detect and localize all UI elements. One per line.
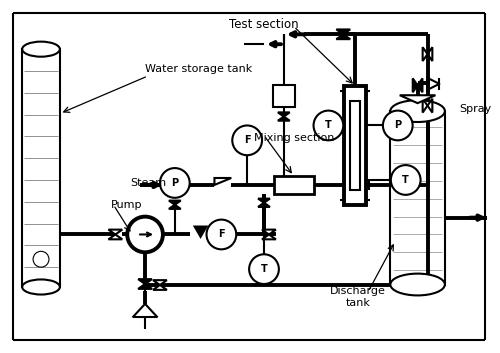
Text: T: T — [260, 264, 268, 274]
Polygon shape — [169, 201, 181, 205]
Polygon shape — [194, 227, 206, 237]
Polygon shape — [169, 205, 181, 209]
Polygon shape — [138, 284, 152, 289]
Polygon shape — [278, 112, 290, 116]
Circle shape — [249, 254, 279, 284]
Polygon shape — [258, 203, 270, 207]
Text: F: F — [244, 135, 250, 145]
Polygon shape — [173, 180, 186, 185]
Polygon shape — [153, 285, 167, 290]
Ellipse shape — [390, 274, 445, 295]
Bar — [350, 101, 360, 190]
Text: Spray: Spray — [459, 104, 492, 114]
Polygon shape — [173, 185, 186, 190]
Ellipse shape — [390, 100, 445, 122]
Polygon shape — [108, 234, 122, 239]
Text: Test section: Test section — [229, 18, 299, 31]
Text: Steam: Steam — [130, 178, 166, 188]
Polygon shape — [108, 229, 122, 234]
Polygon shape — [258, 199, 270, 203]
Polygon shape — [262, 229, 276, 234]
Bar — [273, 85, 294, 107]
Polygon shape — [138, 279, 152, 284]
Bar — [344, 86, 366, 205]
Bar — [22, 49, 60, 287]
Text: F: F — [218, 229, 224, 239]
Circle shape — [127, 217, 163, 252]
Polygon shape — [336, 29, 350, 34]
Text: P: P — [171, 178, 178, 188]
Polygon shape — [412, 78, 418, 92]
Ellipse shape — [22, 280, 60, 294]
Polygon shape — [336, 34, 350, 39]
Polygon shape — [400, 95, 436, 103]
Circle shape — [206, 220, 236, 249]
Ellipse shape — [22, 42, 60, 57]
Circle shape — [232, 125, 262, 155]
Text: T: T — [325, 120, 332, 131]
Text: Water storage tank: Water storage tank — [145, 64, 252, 74]
Circle shape — [391, 165, 420, 195]
Text: T: T — [402, 175, 409, 185]
Bar — [274, 176, 314, 194]
Polygon shape — [278, 116, 290, 121]
Text: P: P — [394, 120, 402, 131]
Circle shape — [160, 168, 190, 198]
Bar — [390, 111, 445, 285]
Text: Mixing section: Mixing section — [254, 133, 334, 143]
Circle shape — [383, 110, 412, 140]
Text: Pump: Pump — [110, 200, 142, 210]
Polygon shape — [418, 78, 422, 92]
Circle shape — [314, 110, 344, 140]
Text: Discharge
tank: Discharge tank — [330, 286, 386, 308]
Polygon shape — [262, 234, 276, 239]
Circle shape — [33, 251, 49, 267]
Polygon shape — [153, 280, 167, 285]
